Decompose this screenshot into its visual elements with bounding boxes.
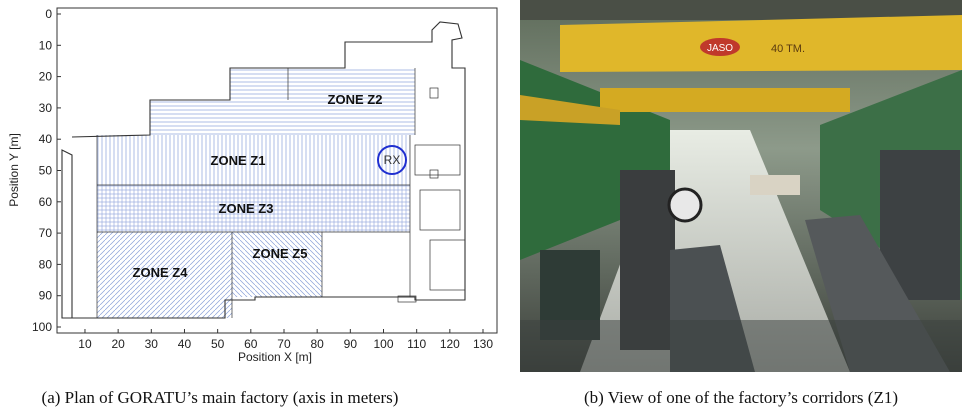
x-tick-label: 60 <box>244 337 258 351</box>
crane-label: JASO <box>707 43 733 54</box>
x-tick-label: 10 <box>78 337 92 351</box>
y-tick-label: 70 <box>39 226 53 240</box>
zones <box>97 68 415 318</box>
x-tick-label: 110 <box>407 337 426 351</box>
caption: (a) Plan of GORATU’s main factory (axis … <box>41 388 399 407</box>
y-tick-label: 20 <box>39 70 53 84</box>
zone-label: ZONE Z2 <box>328 92 383 107</box>
x-tick-label: 100 <box>373 337 393 351</box>
floor-plan: ZONE Z2 ZONE Z1 ZONE Z3 ZONE Z4 ZONE Z5 … <box>7 7 498 364</box>
y-tick-label: 80 <box>39 257 53 271</box>
zone-label: ZONE Z3 <box>219 201 274 216</box>
y-tick-label: 10 <box>39 38 53 52</box>
y-tick-label: 40 <box>39 132 53 146</box>
caption-b-box: (b) View of one of the factory’s corrido… <box>520 388 962 408</box>
caption: (b) View of one of the factory’s corrido… <box>583 388 898 407</box>
y-tick-label: 90 <box>39 289 53 303</box>
y-tick-label: 100 <box>32 320 52 334</box>
x-tick-label: 70 <box>277 337 291 351</box>
receiver-label: RX <box>384 153 401 167</box>
x-tick-label: 30 <box>145 337 159 351</box>
x-tick-label: 40 <box>178 337 192 351</box>
x-axis-label: Position X [m] <box>238 350 312 364</box>
y-axis-label: Position Y [m] <box>7 133 21 207</box>
y-tick-label: 50 <box>39 164 53 178</box>
x-tick-label: 80 <box>310 337 324 351</box>
x-tick-label: 20 <box>111 337 125 351</box>
x-tick-label: 120 <box>440 337 460 351</box>
x-tick-label: 90 <box>344 337 358 351</box>
crane-label: 40 TM. <box>771 43 805 55</box>
y-tick-label: 30 <box>39 101 53 115</box>
x-tick-label: 50 <box>211 337 225 351</box>
x-tick-label: 130 <box>473 337 493 351</box>
y-tick-label: 0 <box>45 7 52 21</box>
zone-label: ZONE Z5 <box>253 246 308 261</box>
zone-label: ZONE Z1 <box>211 153 266 168</box>
caption-a-box: (a) Plan of GORATU’s main factory (axis … <box>0 388 440 408</box>
walls <box>61 21 466 319</box>
y-tick-label: 60 <box>39 195 53 209</box>
ticks: 10 20 30 40 50 60 70 80 90 100 110 120 130 0 10 20 30 40 5… <box>32 7 493 351</box>
factory-photo: JASO 40 TM. <box>520 0 962 372</box>
receiver-marker <box>377 145 407 175</box>
zone-label: ZONE Z4 <box>133 265 189 280</box>
